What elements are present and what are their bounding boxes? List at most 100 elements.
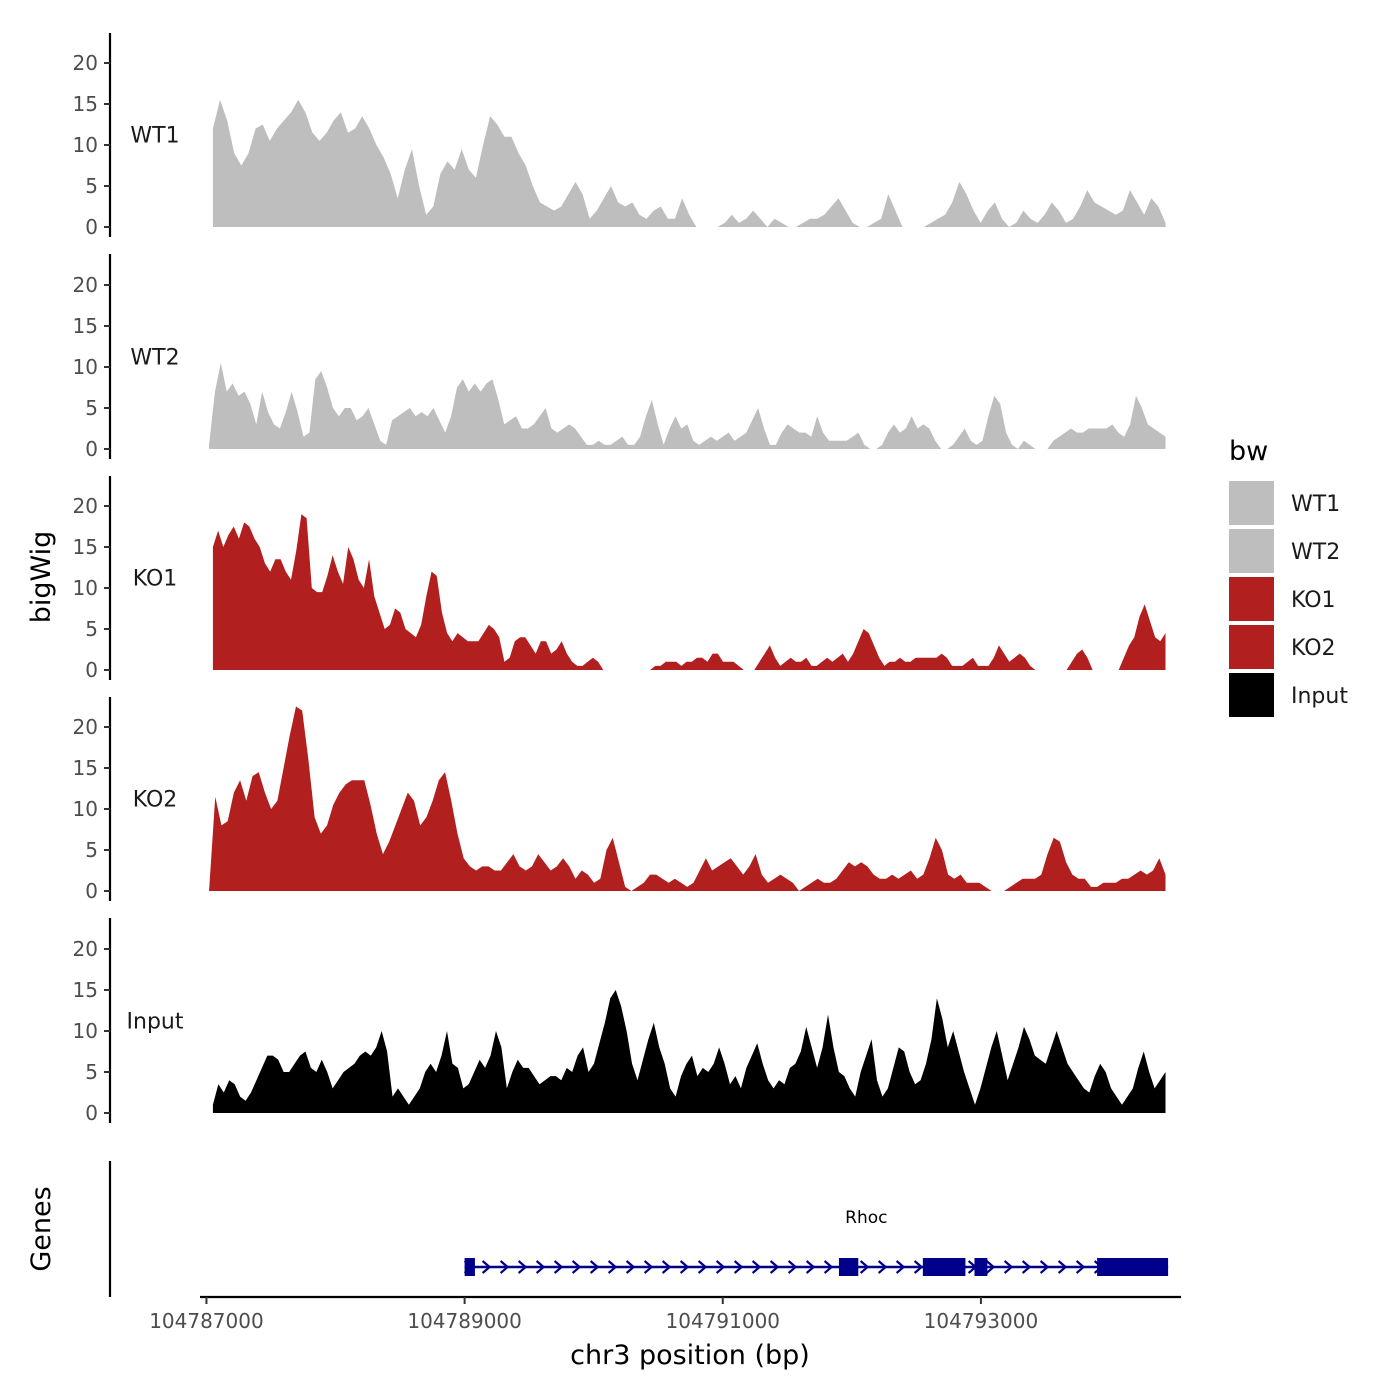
gene-track-title: Genes <box>26 1186 57 1271</box>
exon <box>838 1258 859 1276</box>
legend-swatch <box>1229 481 1274 525</box>
legend-swatch <box>1229 625 1274 669</box>
y-tick-label: 10 <box>73 133 98 157</box>
strand-arrow <box>535 1260 546 1274</box>
strand-arrow <box>607 1260 618 1274</box>
strand-arrow <box>1039 1260 1050 1274</box>
coverage-tracks: 0 5 10 15 20 WT1 0 5 10 15 20 WT2 0 5 10 15 20 KO1 0 5 10 15 2… <box>73 33 1166 1125</box>
legend-swatch <box>1229 673 1274 717</box>
y-tick-label: 0 <box>85 437 98 461</box>
strand-arrow <box>625 1260 636 1274</box>
y-tick-label: 10 <box>73 1019 98 1043</box>
strand-arrow <box>517 1260 528 1274</box>
x-tick-label: 104793000 <box>924 1309 1039 1333</box>
y-tick-label: 10 <box>73 355 98 379</box>
gene-name-label: Rhoc <box>845 1208 887 1228</box>
legend-label: KO2 <box>1291 636 1336 661</box>
x-tick-label: 104791000 <box>666 1309 781 1333</box>
track-label-input: Input <box>127 1009 184 1034</box>
coverage-area-ko1 <box>212 514 1166 670</box>
gene-track: Rhoc <box>108 1161 1169 1297</box>
coverage-area-wt1 <box>212 99 1166 227</box>
track-label-ko2: KO2 <box>133 787 178 812</box>
exon <box>1097 1258 1169 1276</box>
y-tick-label: 0 <box>85 658 98 682</box>
strand-arrow <box>643 1260 654 1274</box>
track-label-ko1: KO1 <box>133 566 178 591</box>
y-tick-label: 15 <box>73 756 98 780</box>
legend-swatch <box>1229 529 1274 573</box>
strand-arrow <box>733 1260 744 1274</box>
strand-arrow <box>859 1260 870 1274</box>
track-label-wt2: WT2 <box>130 345 179 370</box>
y-tick-label: 15 <box>73 92 98 116</box>
y-tick-label: 20 <box>73 937 98 961</box>
strand-arrow <box>985 1260 996 1274</box>
y-tick-label: 5 <box>85 396 98 420</box>
strand-arrow <box>697 1260 708 1274</box>
y-tick-label: 5 <box>85 838 98 862</box>
coverage-area-wt2 <box>209 362 1166 449</box>
y-tick-label: 0 <box>85 879 98 903</box>
legend-item-input: Input <box>1229 673 1348 717</box>
strand-arrow <box>787 1260 798 1274</box>
track-ko2: 0 5 10 15 20 KO2 <box>73 697 1166 903</box>
strand-arrow <box>877 1260 888 1274</box>
track-wt1: 0 5 10 15 20 WT1 <box>73 33 1166 239</box>
x-tick-label: 104787000 <box>149 1309 264 1333</box>
strand-arrow <box>571 1260 582 1274</box>
y-tick-label: 5 <box>85 1060 98 1084</box>
strand-arrow <box>823 1260 834 1274</box>
y-tick-label: 10 <box>73 797 98 821</box>
strand-arrow <box>769 1260 780 1274</box>
strand-arrow <box>805 1260 816 1274</box>
track-label-wt1: WT1 <box>130 123 179 148</box>
y-tick-label: 20 <box>73 715 98 739</box>
x-tick-label: 104789000 <box>407 1309 522 1333</box>
coverage-area-ko2 <box>209 706 1166 891</box>
legend-swatch <box>1229 577 1274 621</box>
legend-label: Input <box>1291 684 1348 709</box>
y-tick-label: 20 <box>73 273 98 297</box>
y-tick-label: 10 <box>73 576 98 600</box>
strand-arrow <box>499 1260 510 1274</box>
legend-label: WT2 <box>1291 540 1340 565</box>
legend-item-ko1: KO1 <box>1229 577 1336 621</box>
legend-item-wt2: WT2 <box>1229 529 1340 573</box>
strand-arrow <box>1057 1260 1068 1274</box>
y-tick-label: 15 <box>73 314 98 338</box>
track-wt2: 0 5 10 15 20 WT2 <box>73 254 1166 461</box>
strand-arrow <box>553 1260 564 1274</box>
legend-label: KO1 <box>1291 588 1336 613</box>
y-tick-label: 5 <box>85 174 98 198</box>
strand-arrow <box>679 1260 690 1274</box>
legend-item-wt1: WT1 <box>1229 481 1340 525</box>
strand-arrow <box>1075 1260 1086 1274</box>
exon <box>922 1258 966 1276</box>
x-axis: 104787000 104789000 104791000 104793000 <box>149 1295 1181 1333</box>
legend-item-ko2: KO2 <box>1229 625 1336 669</box>
y-axis-title: bigWig <box>26 531 57 624</box>
strand-arrow <box>661 1260 672 1274</box>
y-tick-label: 20 <box>73 51 98 75</box>
strand-arrow <box>895 1260 906 1274</box>
coverage-area-input <box>212 990 1166 1113</box>
legend: bw WT1 WT2 KO1 KO2 Input <box>1229 436 1348 717</box>
y-tick-label: 0 <box>85 1101 98 1125</box>
track-input: 0 5 10 15 20 Input <box>73 918 1166 1125</box>
strand-arrow <box>1003 1260 1014 1274</box>
strand-arrow <box>589 1260 600 1274</box>
strand-arrow <box>751 1260 762 1274</box>
y-tick-label: 15 <box>73 535 98 559</box>
y-tick-label: 20 <box>73 494 98 518</box>
strand-arrow <box>481 1260 492 1274</box>
strand-arrow <box>1021 1260 1032 1274</box>
y-tick-label: 0 <box>85 215 98 239</box>
exon <box>974 1258 988 1276</box>
legend-label: WT1 <box>1291 492 1340 517</box>
track-ko1: 0 5 10 15 20 KO1 <box>73 476 1166 682</box>
y-tick-label: 15 <box>73 978 98 1002</box>
legend-title: bw <box>1229 436 1268 467</box>
